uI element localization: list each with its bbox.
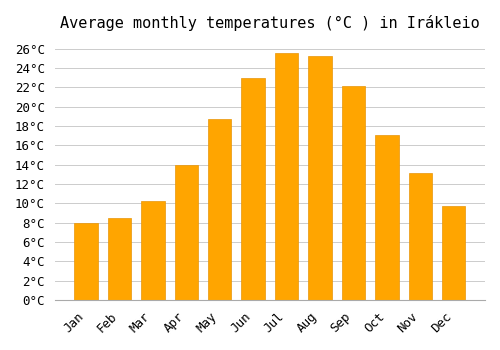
Bar xyxy=(375,135,398,300)
Bar xyxy=(408,173,432,300)
Bar xyxy=(208,119,232,300)
Bar xyxy=(108,218,131,300)
Bar xyxy=(242,78,265,300)
Bar xyxy=(275,52,298,300)
Title: Average monthly temperatures (°C ) in Irákleio: Average monthly temperatures (°C ) in Ir… xyxy=(60,15,480,31)
Bar xyxy=(308,56,332,300)
Bar xyxy=(174,165,198,300)
Bar xyxy=(342,86,365,300)
Bar xyxy=(141,201,165,300)
Bar xyxy=(74,223,98,300)
Bar xyxy=(442,206,466,300)
